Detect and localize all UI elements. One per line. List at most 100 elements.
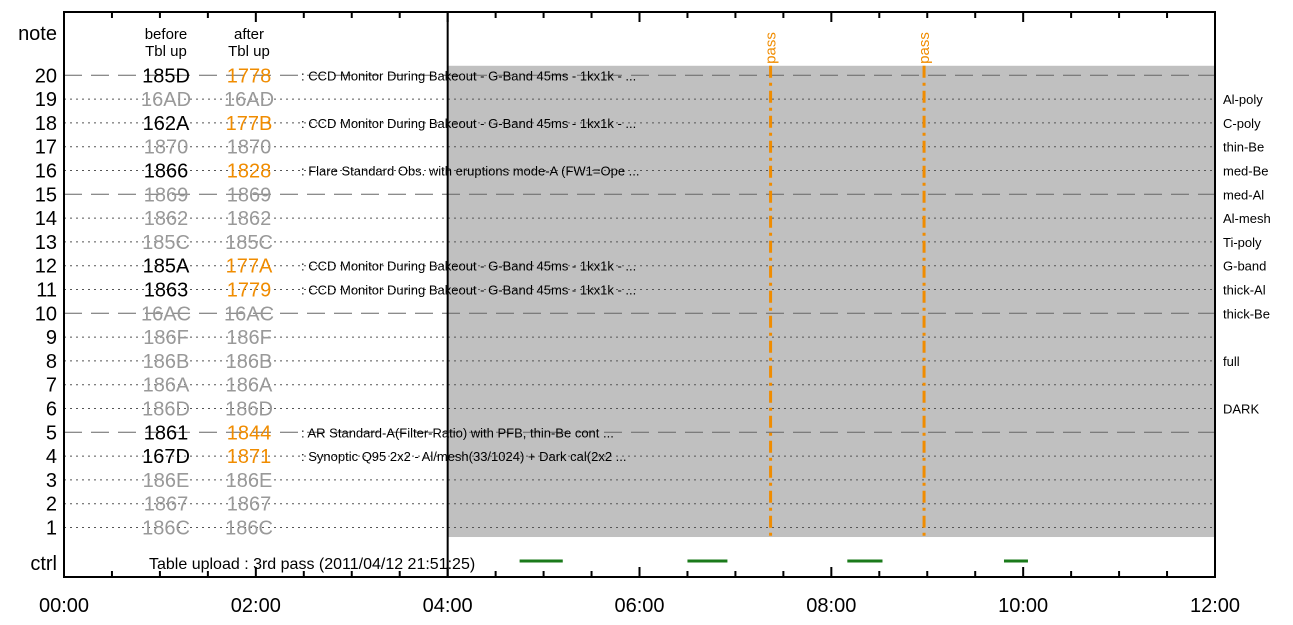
row-number: 7 [46,375,57,397]
after-id: 16AD [224,89,274,111]
row-number: 10 [35,303,57,325]
x-tick-label: 10:00 [998,595,1048,617]
after-id: 1870 [227,137,272,159]
row-note: : CCD Monitor During Bakeout - G-Band 45… [301,259,636,274]
after-id: 1871 [227,446,272,468]
row-number: 3 [46,470,57,492]
before-id: 16AD [141,89,191,111]
x-tick-label: 08:00 [806,595,856,617]
after-id: 185C [225,232,273,254]
ctrl-row: ctrl Table upload : 3rd pass (2011/04/12 … [30,553,1028,575]
after-id: 177A [226,256,273,278]
filter-label: full [1223,354,1240,369]
shaded-region [447,65,1216,538]
row-note: : CCD Monitor During Bakeout - G-Band 45… [301,283,636,298]
after-id: 1779 [227,280,272,302]
row-number: 15 [35,184,57,206]
row-number: 1 [46,518,57,540]
row-number: 18 [35,113,57,135]
filter-label: DARK [1223,402,1259,417]
filter-label: Al-poly [1223,92,1263,107]
before-id: 185C [142,232,190,254]
pass-label: pass [916,32,933,64]
before-id: 162A [143,113,190,135]
filter-label: med-Be [1223,164,1269,179]
after-header-line2: Tbl up [228,43,270,60]
before-id: 185A [143,256,190,278]
before-id: 167D [142,446,190,468]
row-gridlines [64,74,1215,528]
pass-label: pass [763,32,780,64]
filter-label: Al-mesh [1223,211,1271,226]
row-note: : Synoptic Q95 2x2 - Al/mesh(33/1024) + … [301,449,627,464]
x-tick-label: 00:00 [39,595,89,617]
row-number: 14 [35,208,57,230]
row-number: 6 [46,399,57,421]
row-number: 5 [46,422,57,444]
filter-label: thick-Al [1223,283,1266,298]
x-tick-label: 12:00 [1190,595,1240,617]
before-id: 186E [143,470,190,492]
before-id: 16AC [141,303,191,325]
before-id: 1861 [144,422,189,444]
after-id: 1867 [227,494,272,516]
row-number: 8 [46,351,57,373]
before-header-line2: Tbl up [145,43,187,60]
row-labels: 20 185D 17 78 : CCD Monitor During Bakeout -… [35,65,640,539]
row-note: : AR Standard-A(Filter-Ratio) with PFB, … [301,425,614,440]
before-id: 186F [143,327,189,349]
after-id: 1828 [227,161,272,183]
after-id: 1844 [227,422,272,444]
x-tick-label: 06:00 [614,595,664,617]
row-number: 9 [46,327,57,349]
row-note: : CCD Monitor During Bakeout - G-Band 45… [301,68,636,83]
row-number: 16 [35,161,57,183]
row-note: : Flare Standard Obs. with eruptions mod… [301,164,640,179]
after-id: 186F [226,327,272,349]
before-id: 1866 [144,161,189,183]
after-id: 186E [226,470,273,492]
before-id: 186C [142,518,190,540]
before-id: 186B [143,351,190,373]
after-id: 186B [226,351,273,373]
note-label: note [18,23,57,45]
before-id: 186A [143,375,190,397]
after-id: 1862 [227,208,272,230]
row-number: 12 [35,256,57,278]
filter-label: thin-Be [1223,140,1264,155]
before-id: 1869 [144,184,189,206]
filter-label: C-poly [1223,116,1261,131]
row-number: 17 [35,137,57,159]
before-id: 1862 [144,208,189,230]
row-number: 4 [46,446,57,468]
filter-label: Ti-poly [1223,235,1262,250]
ctrl-text: Table upload : 3rd pass (2011/04/12 21:5… [149,556,475,573]
ctrl-label: ctrl [30,553,57,575]
row-number: 19 [35,89,57,111]
after-id: 1869 [227,184,272,206]
after-id: 186C [225,518,273,540]
before-id: 185D [142,65,190,87]
filter-labels: Al-poly C-poly thin-Be med-Be med-Al Al-mesh T… [1223,92,1271,416]
axes: 00:00 02:00 04:00 06:00 08:00 10:00 12:00 [39,11,1240,617]
row-number: 13 [35,232,57,254]
before-id: 1867 [144,494,189,516]
filter-label: med-Al [1223,187,1264,202]
before-id: 1863 [144,280,189,302]
after-header-line1: after [234,26,264,43]
row-number: 20 [35,65,57,87]
filter-label: G-band [1223,259,1266,274]
before-id: 1870 [144,137,189,159]
after-id: 177B [226,113,273,135]
filter-label: thick-Be [1223,306,1270,321]
before-header-line1: before [145,26,188,43]
row-note: : CCD Monitor During Bakeout - G-Band 45… [301,116,636,131]
x-tick-label: 02:00 [231,595,281,617]
after-id: 186A [226,375,273,397]
x-tick-label: 04:00 [423,595,473,617]
row-number: 2 [46,494,57,516]
pass-markers: pass pass [763,32,933,538]
row-number: 11 [36,280,57,302]
